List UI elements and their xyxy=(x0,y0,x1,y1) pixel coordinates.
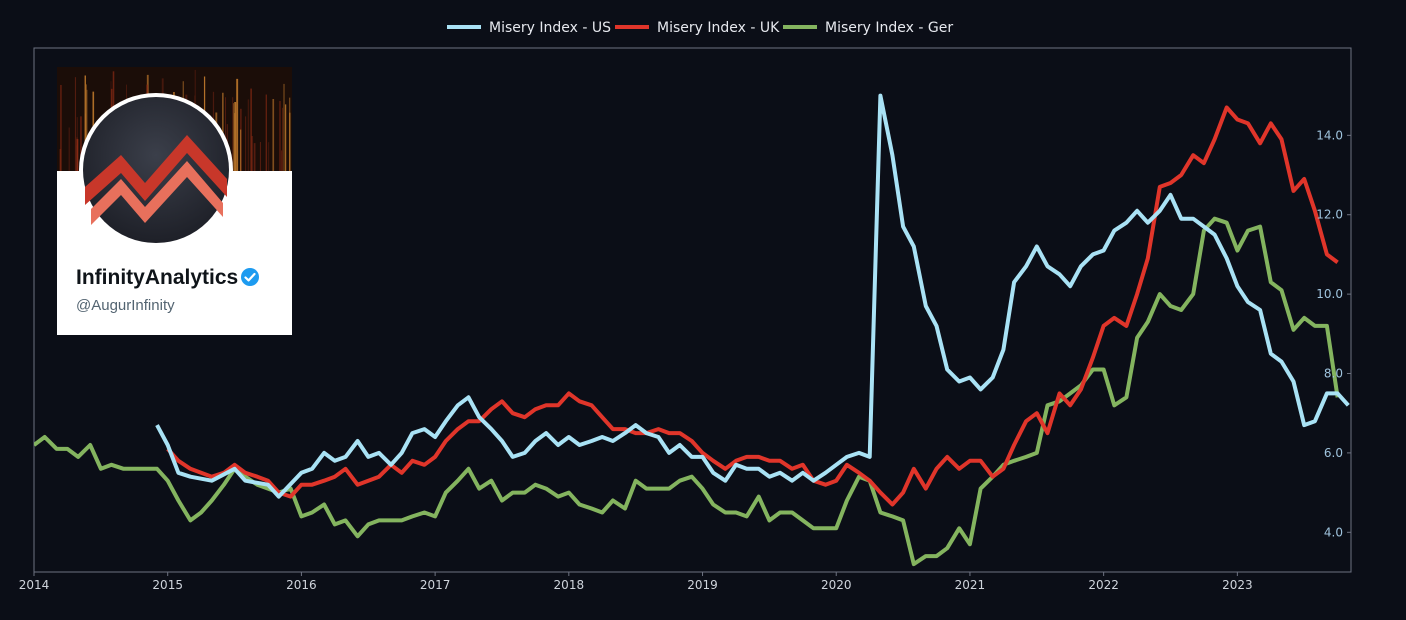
legend-label: Misery Index - Ger xyxy=(825,20,953,36)
y-tick-label: 8.0 xyxy=(1324,367,1343,381)
y-tick-label: 6.0 xyxy=(1324,446,1343,460)
x-tick-label: 2021 xyxy=(955,578,986,592)
x-tick-label: 2016 xyxy=(286,578,317,592)
x-tick-label: 2020 xyxy=(821,578,852,592)
x-tick-label: 2015 xyxy=(152,578,183,592)
legend-label: Misery Index - US xyxy=(489,20,611,36)
series-layer xyxy=(34,93,1350,567)
series-line-uk xyxy=(166,105,1339,507)
x-tick-label: 2014 xyxy=(19,578,50,592)
y-tick-label: 10.0 xyxy=(1316,287,1343,301)
x-tick-label: 2023 xyxy=(1222,578,1253,592)
y-axis: 4.0 6.0 8.0 10.0 12.0 14.0 xyxy=(1316,128,1351,539)
x-tick-label: 2019 xyxy=(687,578,718,592)
legend: Misery Index - US Misery Index - UK Misery… xyxy=(447,20,953,36)
logo-name: InfinityAnalytics xyxy=(76,266,239,289)
x-axis: 2014 2015 2016 2017 2018 2019 2020 2021 2022 2023 xyxy=(19,572,1253,592)
y-tick-label: 4.0 xyxy=(1324,525,1343,539)
logo-zigzag-icon xyxy=(85,135,227,205)
y-tick-label: 14.0 xyxy=(1316,128,1343,142)
verified-badge-icon xyxy=(241,268,260,286)
plot-frame xyxy=(33,47,1352,573)
x-tick-label: 2022 xyxy=(1088,578,1119,592)
y-tick-label: 12.0 xyxy=(1316,208,1343,222)
series-line-us xyxy=(155,93,1350,499)
x-tick-label: 2018 xyxy=(554,578,585,592)
avatar xyxy=(79,93,233,247)
legend-label: Misery Index - UK xyxy=(657,20,780,36)
infinity-analytics-logo-card: InfinityAnalytics @AugurInfinity xyxy=(57,67,292,335)
logo-handle: @AugurInfinity xyxy=(76,297,175,314)
x-tick-label: 2017 xyxy=(420,578,451,592)
